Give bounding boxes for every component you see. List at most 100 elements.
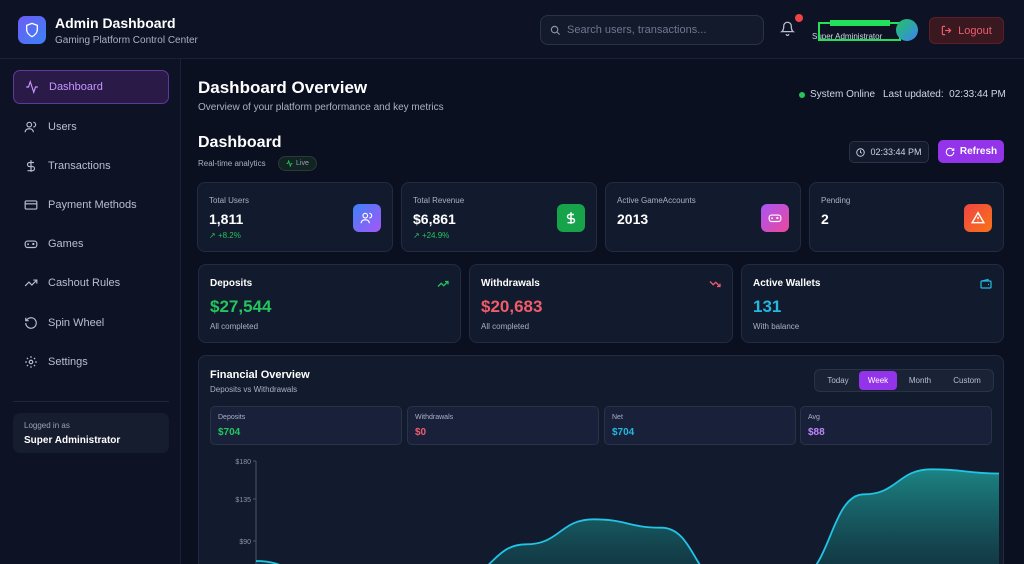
search-input[interactable] [567, 21, 757, 39]
summary-value: $704 [612, 427, 635, 438]
refresh-button[interactable]: Refresh [938, 140, 1004, 163]
page-subtitle: Overview of your platform performance an… [198, 102, 444, 113]
card-label: Withdrawals [481, 278, 540, 289]
logged-in-panel: Logged in as Super Administrator [13, 413, 169, 453]
panel-title: Financial Overview [210, 369, 310, 381]
current-time: 02:33:44 PM [849, 141, 929, 163]
section-title: Dashboard [198, 134, 282, 151]
sidebar-item-spin-wheel[interactable]: Spin Wheel [13, 306, 169, 340]
financial-overview-panel: Financial Overview Deposits vs Withdrawa… [198, 355, 1004, 564]
stat-card-total-revenue: Total Revenue $6,861 ↗ +24.9% [401, 182, 597, 252]
logout-button[interactable]: Logout [929, 17, 1004, 44]
sidebar-item-cashout-rules[interactable]: Cashout Rules [13, 266, 169, 300]
status-dot [799, 92, 805, 98]
tab-week[interactable]: Week [859, 371, 897, 390]
main-content: Dashboard Overview Overview of your plat… [181, 59, 1024, 564]
sidebar-item-label: Transactions [48, 160, 111, 172]
stat-value: $6,861 [413, 211, 456, 227]
live-badge: Live [278, 156, 317, 171]
shield-logo-icon [18, 16, 46, 44]
card-label: Deposits [210, 278, 253, 289]
gamepad-icon [24, 240, 38, 249]
last-updated-label: Last updated: [883, 89, 944, 100]
sidebar-item-games[interactable]: Games [13, 227, 169, 261]
tab-custom[interactable]: Custom [953, 376, 981, 385]
last-updated: Last updated: 02:33:44 PM [883, 89, 1006, 100]
search-box[interactable] [540, 15, 764, 45]
sidebar-item-label: Cashout Rules [48, 277, 121, 289]
card-value: $20,683 [481, 297, 543, 316]
sidebar-item-settings[interactable]: Settings [13, 345, 169, 379]
summary-label: Deposits [218, 414, 246, 421]
users-icon [24, 121, 37, 133]
tab-today[interactable]: Today [827, 376, 849, 385]
sidebar-item-dashboard[interactable]: Dashboard [13, 70, 169, 104]
stat-card-pending: Pending 2 [809, 182, 1004, 252]
financial-chart: $180 $135 $90 [235, 459, 1000, 564]
sidebar-item-users[interactable]: Users [13, 110, 169, 144]
deposits-area [256, 469, 999, 564]
stat-label: Total Revenue [413, 196, 465, 205]
active-wallets-card: Active Wallets 131 With balance [741, 264, 1004, 343]
last-updated-time: 02:33:44 PM [949, 89, 1006, 100]
logout-icon [941, 25, 952, 36]
gamepad-icon [761, 204, 789, 232]
credit-card-icon [24, 200, 38, 210]
sidebar-divider [13, 401, 169, 402]
card-value: 131 [753, 297, 782, 316]
withdrawals-card: Withdrawals $20,683 All completed [469, 264, 733, 343]
user-role: Super Administrator [812, 32, 883, 41]
page-title: Dashboard Overview [198, 78, 368, 97]
notification-bell-icon[interactable] [779, 21, 796, 39]
summary-value: $88 [808, 427, 825, 438]
search-icon [550, 25, 561, 36]
period-tabs: Today Week Month Custom [814, 369, 994, 392]
card-sub: All completed [481, 322, 530, 331]
stat-change: ↗ +8.2% [209, 231, 241, 240]
sidebar-item-label: Games [48, 238, 84, 250]
deposits-card: Deposits $27,544 All completed [198, 264, 461, 343]
notification-badge [795, 14, 803, 22]
sidebar-item-transactions[interactable]: Transactions [13, 149, 169, 183]
clock-icon [856, 147, 866, 157]
gear-icon [25, 356, 37, 368]
trend-down-icon [709, 281, 721, 288]
summary-withdrawals: Withdrawals $0 [407, 406, 599, 445]
stat-card-total-users: Total Users 1,811 ↗ +8.2% [197, 182, 393, 252]
summary-label: Net [612, 414, 623, 421]
trending-up-icon [24, 279, 38, 287]
sidebar-item-label: Settings [48, 356, 88, 368]
stat-value: 2 [821, 211, 829, 227]
summary-net: Net $704 [604, 406, 796, 445]
app-subtitle: Gaming Platform Control Center [55, 35, 198, 46]
y-tick-label: $135 [235, 497, 251, 504]
card-sub: All completed [210, 322, 259, 331]
panel-subtitle: Deposits vs Withdrawals [210, 385, 298, 394]
stat-change: ↗ +24.9% [413, 231, 450, 240]
summary-avg: Avg $88 [800, 406, 992, 445]
sidebar-item-payment-methods[interactable]: Payment Methods [13, 188, 169, 222]
refresh-label: Refresh [959, 146, 998, 157]
app-title: Admin Dashboard [55, 15, 176, 31]
tab-month[interactable]: Month [908, 376, 932, 385]
summary-value: $704 [218, 427, 241, 438]
stat-label: Active GameAccounts [617, 196, 696, 205]
stat-label: Total Users [209, 196, 250, 205]
sidebar-item-label: Spin Wheel [48, 317, 105, 329]
trend-up-icon [437, 280, 449, 287]
alert-icon [964, 204, 992, 232]
card-label: Active Wallets [753, 278, 821, 289]
avatar[interactable] [896, 19, 918, 41]
section-subtitle: Real-time analytics [198, 159, 266, 168]
logged-in-label: Logged in as [24, 421, 70, 430]
top-header: Admin Dashboard Gaming Platform Control … [0, 0, 1024, 59]
wallet-icon [980, 278, 992, 289]
logout-label: Logout [958, 24, 992, 37]
sidebar-item-label: Users [48, 121, 77, 133]
stat-card-active-game-accounts: Active GameAccounts 2013 [605, 182, 801, 252]
dollar-icon [26, 160, 36, 172]
time-label: 02:33:44 PM [870, 147, 922, 157]
y-tick-label: $90 [239, 539, 251, 546]
summary-label: Avg [808, 414, 820, 421]
sidebar-item-label: Payment Methods [48, 199, 137, 211]
